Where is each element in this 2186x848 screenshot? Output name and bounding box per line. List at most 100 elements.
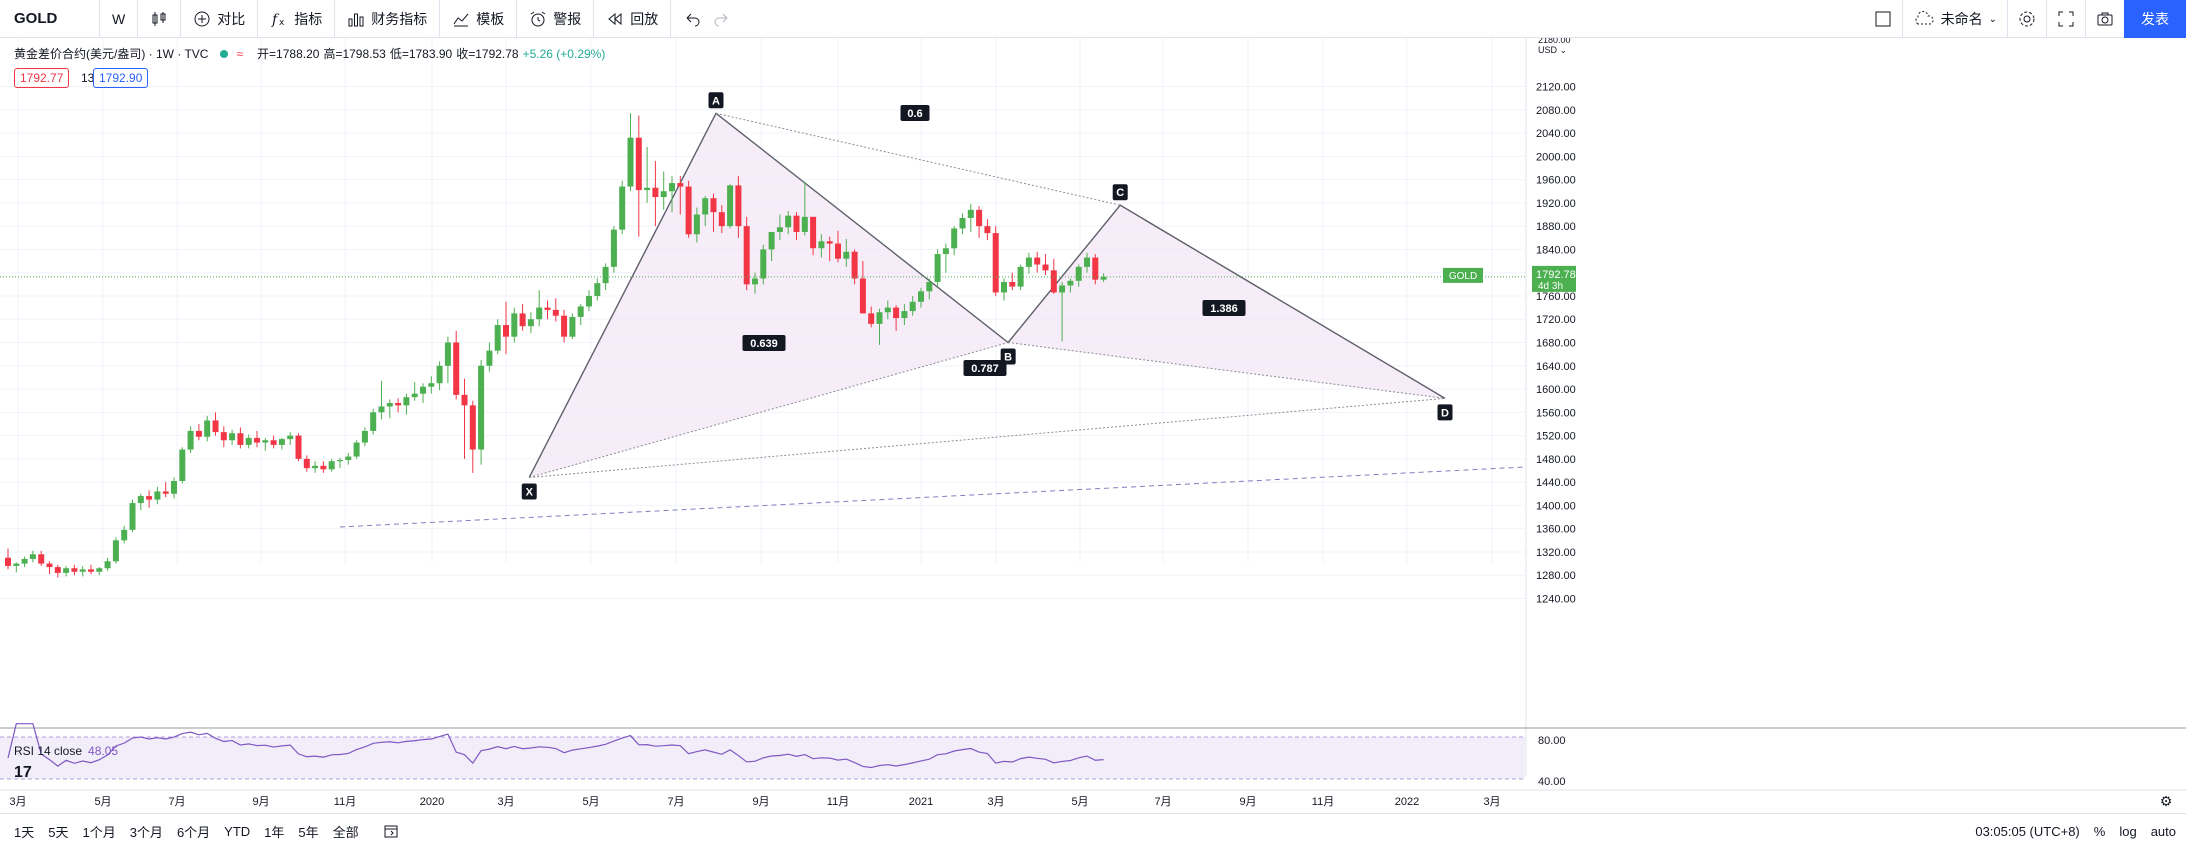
range-button[interactable]: 6个月: [176, 824, 211, 840]
legend-high: 高=1798.53: [323, 47, 386, 61]
candle: [511, 307, 518, 343]
candle-body: [818, 241, 825, 249]
candle: [29, 550, 36, 563]
range-button[interactable]: YTD: [224, 823, 251, 839]
range-button[interactable]: 5年: [298, 824, 319, 840]
replay-button[interactable]: 回放: [594, 0, 672, 38]
price-tick-label: 1960.00: [1536, 175, 1576, 187]
candle: [1059, 281, 1066, 342]
candle-body: [162, 491, 169, 494]
candle: [361, 427, 368, 447]
candle: [926, 278, 933, 300]
point-a-label-text: A: [712, 95, 720, 107]
candle-body: [801, 216, 808, 232]
candle-body: [320, 465, 327, 470]
financials-button[interactable]: 财务指标: [335, 0, 441, 38]
buy-price-box[interactable]: 1792.90: [93, 68, 149, 88]
range-button[interactable]: 1年: [264, 824, 285, 840]
ratio-xd-label: 0.787: [963, 360, 1007, 376]
candle: [96, 567, 103, 576]
candle-body: [876, 312, 883, 324]
rsi-tick-label: 80.00: [1538, 735, 1566, 747]
candle: [536, 290, 543, 327]
ratio-ac-label: 0.6: [900, 105, 930, 121]
price-axis-header: 2180.00: [1538, 38, 1571, 45]
symbol-search-button[interactable]: GOLD: [0, 0, 100, 38]
candle-body: [129, 503, 136, 530]
candle: [1009, 272, 1016, 291]
candle-body: [121, 529, 128, 541]
candle-body: [702, 198, 709, 215]
log-toggle[interactable]: log: [2119, 824, 2137, 839]
candle: [901, 304, 908, 326]
dashed-trendline[interactable]: [339, 466, 1526, 528]
candle: [818, 234, 825, 258]
candle-body: [934, 254, 941, 282]
candle: [826, 236, 833, 262]
candle-body: [195, 430, 202, 437]
candle-body: [486, 350, 493, 366]
candle-body: [519, 313, 526, 327]
compare-button[interactable]: 对比: [181, 0, 259, 38]
candle: [884, 300, 891, 320]
tradingview-logo-icon[interactable]: 17: [14, 764, 32, 781]
range-button[interactable]: 5天: [48, 824, 69, 840]
percent-toggle[interactable]: %: [2093, 824, 2106, 839]
auto-toggle[interactable]: auto: [2150, 824, 2176, 839]
point-a-label: A: [708, 92, 724, 109]
settings-button[interactable]: [2007, 0, 2046, 38]
compare-label: 对比: [217, 10, 246, 27]
templates-button[interactable]: 模板: [440, 0, 518, 38]
candle-body: [868, 313, 875, 324]
candle-body: [942, 248, 949, 255]
legend-title[interactable]: 黄金差价合约(美元/盎司) · 1W · TVC: [14, 47, 209, 61]
interval-button[interactable]: W: [100, 0, 139, 38]
range-button[interactable]: 3个月: [129, 824, 163, 840]
candle: [1034, 251, 1041, 273]
candle-body: [1050, 270, 1057, 293]
candle: [693, 207, 700, 243]
legend-open: 开=1788.20: [257, 47, 320, 61]
candle: [851, 249, 858, 285]
candle: [129, 499, 136, 533]
ratio-xd-label-bg: [963, 360, 1007, 376]
range-button[interactable]: 1个月: [82, 824, 116, 840]
goto-date-icon[interactable]: [382, 822, 400, 840]
candle-body: [5, 557, 11, 566]
candle-body: [386, 403, 393, 407]
chart-type-button[interactable]: [138, 0, 182, 38]
xabcd-pattern[interactable]: [528, 112, 1446, 478]
price-tick-label: 1320.00: [1536, 547, 1576, 559]
candle-body: [262, 440, 269, 443]
candle-body: [154, 491, 161, 500]
range-button[interactable]: 1天: [14, 824, 35, 840]
clock-readout[interactable]: 03:05:05 (UTC+8): [1975, 824, 2080, 839]
alert-button[interactable]: 警报: [517, 0, 595, 38]
undo-button[interactable]: [671, 0, 713, 38]
rsi-label: RSI 14 close: [14, 744, 83, 758]
redo-button[interactable]: [713, 0, 743, 38]
layout-toggle-button[interactable]: [1864, 0, 1902, 38]
price-tick-label: 1600.00: [1536, 384, 1576, 396]
replay-label: 回放: [630, 10, 659, 27]
candle: [337, 457, 343, 469]
candle: [677, 176, 684, 215]
snapshot-button[interactable]: [2085, 0, 2124, 38]
candle: [229, 429, 236, 445]
fullscreen-button[interactable]: [2046, 0, 2085, 38]
time-axis[interactable]: 3月 5月 7月 9月 11月 2020 3月 5月 7月 9月 11月 2021 3月 5月 7月 9月 11…: [0, 789, 2186, 810]
sell-price-box[interactable]: 1792.77: [14, 68, 70, 88]
layout-name-button[interactable]: 未命名 ⌄: [1901, 0, 2007, 38]
range-button[interactable]: 全部: [332, 824, 359, 840]
rsi-legend[interactable]: RSI 14 close 48.05: [14, 744, 118, 758]
price-tick-label: 1720.00: [1536, 314, 1576, 326]
candle-body: [420, 386, 426, 394]
publish-button[interactable]: 发表: [2124, 0, 2186, 38]
candle-body: [71, 568, 78, 572]
ratio-xb-label-bg: [742, 335, 786, 351]
